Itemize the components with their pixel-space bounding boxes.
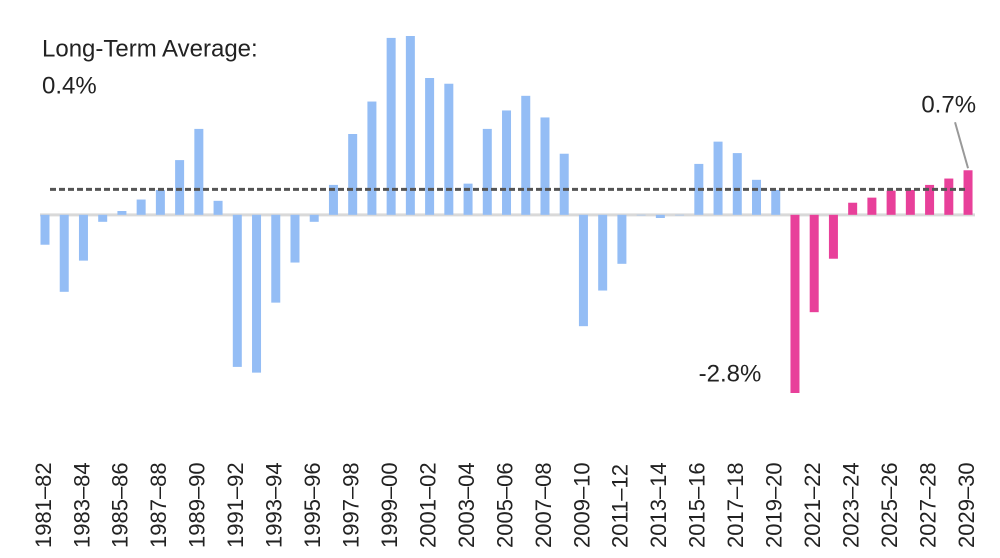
bar: [675, 214, 685, 216]
bar: [309, 214, 319, 222]
bar: [790, 214, 800, 393]
bar: [886, 190, 896, 215]
bar: [425, 78, 435, 215]
x-tick-label: 2009–10: [569, 462, 594, 548]
bar: [271, 214, 281, 303]
x-tick-label: 1983–84: [69, 462, 94, 548]
bar: [578, 214, 588, 327]
bar: [828, 214, 838, 259]
bar: [559, 153, 569, 215]
x-tick-label: 2021–22: [800, 462, 825, 548]
x-tick-label: 2019–20: [762, 462, 787, 548]
x-tick-label: 1995–96: [300, 462, 325, 548]
bar: [194, 128, 204, 215]
x-tick-label: 1993–94: [262, 462, 287, 548]
bar: [59, 214, 69, 292]
x-tick-label: 2013–14: [646, 462, 671, 548]
bar: [328, 184, 338, 215]
x-tick-label: 2017–18: [723, 462, 748, 548]
x-tick-label: 1991–92: [223, 462, 248, 548]
x-tick-label: 2029–30: [954, 462, 979, 548]
bar: [78, 214, 88, 261]
bar: [117, 211, 127, 215]
bar: [540, 117, 550, 215]
leader-line: [954, 122, 970, 169]
x-tick-label: 1999–00: [377, 462, 402, 548]
bar: [252, 214, 262, 373]
bar: [713, 141, 723, 215]
bar: [925, 184, 935, 215]
x-tick-label: 2027–28: [915, 462, 940, 548]
x-tick-label: 2025–26: [877, 462, 902, 548]
bar: [40, 214, 50, 245]
bar: [367, 101, 377, 215]
bar: [155, 190, 165, 215]
bar: [771, 190, 781, 215]
bar: [463, 183, 473, 215]
bar: [98, 214, 108, 222]
bar: [521, 95, 531, 215]
bar: [405, 36, 415, 215]
bar: [655, 214, 665, 218]
bar: [848, 202, 858, 215]
average-label: Long-Term Average:: [42, 35, 258, 62]
bar: [502, 110, 512, 215]
bar: [732, 153, 742, 215]
x-tick-label: 2023–24: [838, 462, 863, 548]
bar: [905, 190, 915, 215]
bar: [636, 214, 646, 216]
bar: [944, 178, 954, 215]
x-tick-label: 1981–82: [31, 462, 56, 548]
bar: [482, 128, 492, 215]
bar: [213, 200, 223, 215]
x-tick-label: 2003–04: [454, 462, 479, 548]
bar: [752, 179, 762, 215]
x-tick-label: 2001–02: [415, 462, 440, 548]
x-tick-label: 2007–08: [531, 462, 556, 548]
x-tick-label: 2015–16: [685, 462, 710, 548]
x-tick-label: 1997–98: [338, 462, 363, 548]
x-tick-label: 2011–12: [608, 464, 633, 548]
bar: [867, 197, 877, 215]
x-tick-label: 1987–88: [146, 462, 171, 548]
bar: [348, 134, 358, 215]
bar: [232, 214, 242, 367]
bar: [175, 160, 185, 215]
value-label: 0.7%: [921, 92, 976, 119]
value-label: -2.8%: [699, 360, 762, 387]
bar: [136, 199, 146, 215]
bar: [444, 83, 454, 215]
x-tick-label: 2005–06: [492, 462, 517, 548]
x-tick-label: 1985–86: [108, 462, 133, 548]
bar: [598, 214, 608, 291]
x-tick-label: 1989–90: [185, 462, 210, 548]
average-value-label: 0.4%: [42, 72, 97, 99]
bar: [386, 37, 396, 215]
bar: [617, 214, 627, 264]
bar: [290, 214, 300, 263]
bar: [809, 214, 819, 313]
bar: [963, 170, 973, 215]
